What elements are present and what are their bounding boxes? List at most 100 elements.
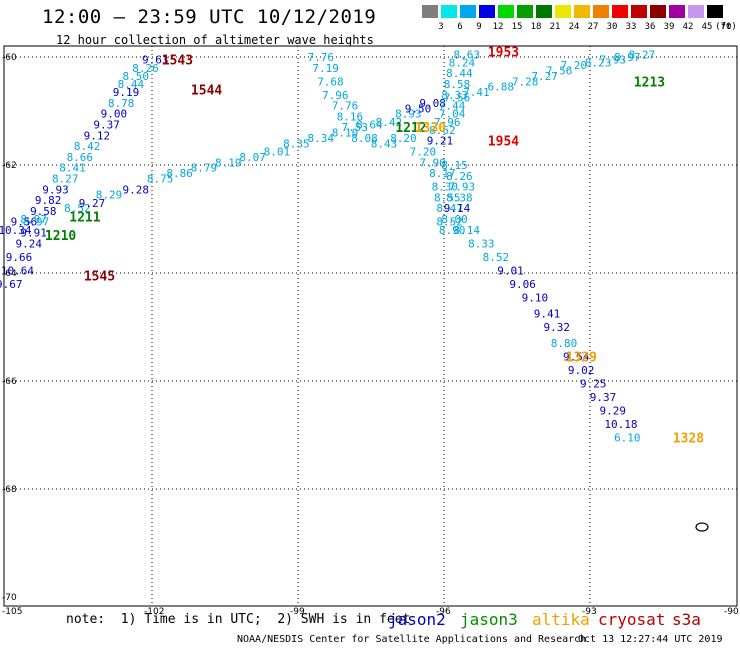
pass-time-label: 1545 (84, 270, 115, 285)
swh-value: 7.76 (307, 51, 334, 64)
colorbar-tick: 9 (476, 22, 482, 32)
colorbar-swatch (574, 5, 591, 18)
pass-time-label: 1210 (45, 229, 76, 244)
swh-value: 8.38 (446, 191, 473, 204)
swh-value: 8.20 (390, 132, 417, 145)
swh-value: 9.08 (419, 97, 446, 110)
swh-value: 7.93 (599, 54, 626, 67)
swh-value: 9.67 (0, 278, 23, 291)
swh-value: 9.63 (142, 54, 169, 67)
swh-value: 7.96 (434, 116, 461, 129)
colorbar-swatch (707, 5, 724, 18)
colorbar-swatch (688, 5, 705, 18)
swh-value: 9.14 (444, 202, 471, 215)
swh-value: 8.01 (264, 146, 291, 159)
swh-value: 8.23 (585, 56, 612, 69)
lon-tick-label: -96 (436, 607, 451, 617)
swh-value: 9.01 (497, 264, 524, 277)
swh-value: 8.08 (351, 132, 378, 145)
credit-line: NOAA/NESDIS Center for Satellite Applica… (237, 634, 587, 645)
lon-tick-label: -99 (290, 607, 305, 617)
colorbar-swatch (460, 5, 477, 18)
swh-value: 7.20 (561, 59, 588, 72)
colorbar-tick: 30 (606, 22, 618, 32)
colorbar-tick: 15 (511, 22, 523, 32)
swh-value: 9.28 (123, 183, 149, 196)
swh-value: 8.93 (395, 108, 422, 121)
swh-value: 7.41 (463, 86, 490, 99)
swh-value: 8.16 (337, 110, 364, 123)
colorbar-swatch (517, 5, 534, 18)
colorbar-tick: 27 (587, 22, 599, 32)
pass-time-label: 1544 (191, 83, 222, 98)
swh-value: 9.02 (568, 364, 595, 377)
pass-time-label: 1329 (566, 351, 597, 366)
swh-value: 7.96 (322, 89, 349, 102)
swh-value: 8.33 (441, 89, 468, 102)
swh-value: 8.26 (132, 62, 159, 75)
lat-tick-label: -66 (2, 377, 17, 387)
colorbar-swatch (612, 5, 629, 18)
page-subtitle: 12 hour collection of altimeter wave hei… (56, 33, 374, 47)
colorbar-unit: (ft) (715, 22, 737, 32)
island-outline (695, 522, 709, 532)
swh-value: 7.56 (444, 92, 471, 105)
colorbar-tick: 36 (644, 22, 656, 32)
swh-value: 8.42 (74, 140, 101, 153)
swh-value: 8.44 (118, 78, 145, 91)
pass-time-label: 1330 (415, 121, 446, 136)
swh-value: 9.41 (534, 308, 561, 321)
swh-value: 8.78 (108, 97, 135, 110)
colorbar-tick: 6 (457, 22, 463, 32)
swh-value: 8.90 (439, 224, 466, 237)
colorbar-tick: 45 (701, 22, 713, 32)
swh-value: 8.33 (468, 237, 495, 250)
swh-value: 9.00 (101, 108, 128, 121)
swh-value: 9.25 (580, 378, 607, 391)
colorbar-swatch (441, 5, 458, 18)
swh-value: 7.93 (449, 181, 476, 194)
colorbar-swatch (669, 5, 686, 18)
colorbar-tick: 3 (438, 22, 444, 32)
lon-tick-label: -105 (2, 607, 22, 617)
colorbar-tick: 33 (625, 22, 637, 32)
pass-time-label: 1954 (488, 135, 519, 150)
swh-value: 8.58 (444, 78, 471, 91)
swh-value: 8.80 (551, 337, 578, 350)
pass-time-label: 1213 (634, 75, 665, 90)
swh-value: 9.21 (427, 135, 454, 148)
swh-value: 10.64 (1, 264, 34, 277)
legend-entry-jason2: jason2 (388, 610, 446, 629)
colorbar-swatch (422, 5, 439, 18)
swh-value: 7.04 (439, 108, 466, 121)
swh-value: 8.63 (453, 48, 480, 61)
lat-tick-label: -60 (2, 53, 17, 63)
swh-value: 8.27 (52, 173, 79, 186)
swh-value: 7.76 (332, 100, 359, 113)
swh-value: 7.20 (410, 146, 437, 159)
swh-value: 9.06 (509, 278, 536, 291)
legend-entry-jason3: jason3 (460, 610, 518, 629)
colorbar-tick: 42 (682, 22, 694, 32)
plot-frame (3, 45, 738, 607)
swh-data-layer: 9.638.268.508.449.198.789.009.379.128.42… (0, 46, 704, 447)
swh-value: 8.52 (436, 216, 463, 229)
pass-time-label: 1212 (395, 121, 426, 136)
swh-value: 9.10 (522, 291, 549, 304)
swh-value: 8.66 (67, 151, 94, 164)
swh-value: 7.44 (439, 100, 466, 113)
swh-value: 7.19 (312, 62, 339, 75)
swh-value: 7.27 (531, 70, 558, 83)
colorbar-swatch (555, 5, 572, 18)
swh-value: 9.58 (30, 205, 57, 218)
swh-value: 9.82 (35, 194, 62, 207)
swh-value: 9.24 (15, 237, 42, 250)
lon-tick-label: -93 (582, 607, 597, 617)
swh-value: 8.27 (629, 48, 656, 61)
pass-time-label: 1953 (488, 46, 519, 61)
pass-time-label: 1328 (673, 432, 704, 447)
swh-value: 8.62 (429, 124, 456, 137)
lat-tick-label: -70 (2, 593, 17, 603)
swh-value: 8.47 (436, 202, 463, 215)
